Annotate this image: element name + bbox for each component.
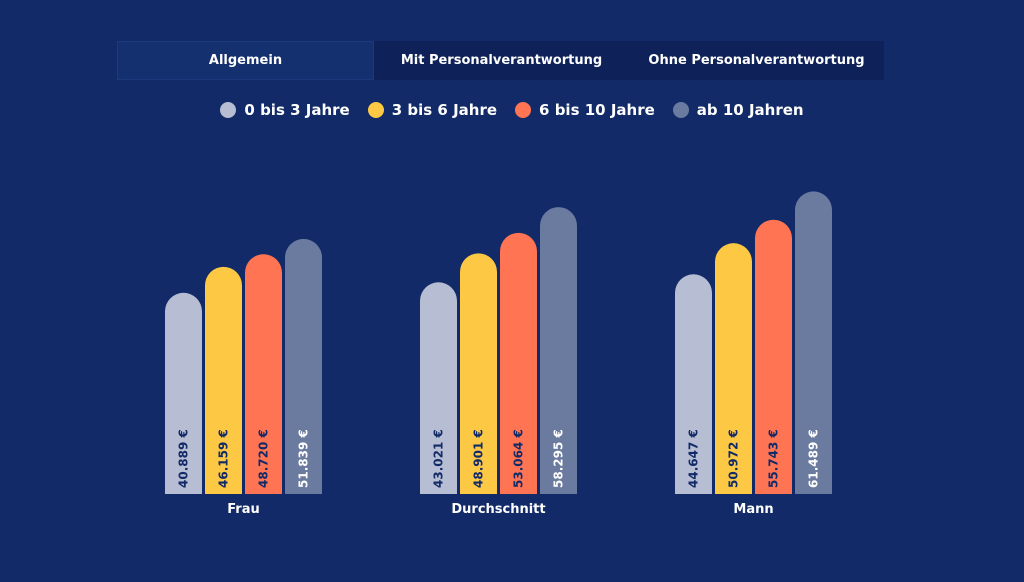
bar-durchschnitt-0[interactable] (420, 282, 457, 494)
bar-value-label: 48.901 € (472, 429, 486, 488)
category-label: Durchschnitt (451, 502, 545, 517)
bar-value-label: 61.489 € (807, 429, 821, 488)
bar-value-label: 53.064 € (512, 429, 526, 488)
tab-allgemein[interactable]: Allgemein (117, 41, 374, 80)
bar-value-label: 51.839 € (297, 429, 311, 488)
category-label: Frau (227, 502, 260, 517)
tab-bar: Allgemein Mit Personalverantwortung Ohne… (117, 41, 884, 80)
tab-mit-personalverantwortung[interactable]: Mit Personalverantwortung (374, 41, 629, 80)
legend-dot-icon (367, 102, 384, 118)
bar-frau-0[interactable] (165, 292, 202, 494)
legend-item-3-6[interactable]: 3 bis 6 Jahre (367, 99, 498, 121)
bar-mann-0[interactable] (675, 274, 712, 494)
bar-value-label: 40.889 € (177, 429, 191, 488)
chart-legend: 0 bis 3 Jahre 3 bis 6 Jahre 6 bis 10 Jah… (0, 99, 1024, 121)
bar-value-label: 55.743 € (767, 429, 781, 488)
bar-frau-1[interactable] (205, 266, 242, 494)
tab-ohne-personalverantwortung[interactable]: Ohne Personalverantwortung (629, 41, 884, 80)
legend-item-0-3[interactable]: 0 bis 3 Jahre (220, 99, 350, 121)
bar-durchschnitt-3[interactable] (540, 207, 577, 494)
legend-label: 6 bis 10 Jahre (539, 101, 655, 119)
legend-dot-icon (220, 102, 237, 118)
category-label: Mann (733, 502, 773, 517)
bar-mann-3[interactable] (795, 191, 832, 495)
legend-item-ab-10[interactable]: ab 10 Jahren (672, 99, 804, 121)
bar-value-label: 46.159 € (217, 429, 231, 488)
legend-dot-icon (515, 102, 532, 118)
legend-item-6-10[interactable]: 6 bis 10 Jahre (515, 99, 655, 121)
bar-value-label: 43.021 € (432, 429, 446, 488)
bar-value-label: 50.972 € (727, 429, 741, 488)
bar-mann-1[interactable] (715, 243, 752, 494)
legend-label: 3 bis 6 Jahre (391, 101, 498, 119)
bar-frau-2[interactable] (245, 254, 282, 494)
bar-value-label: 48.720 € (257, 429, 271, 488)
bar-durchschnitt-1[interactable] (460, 253, 497, 494)
bar-durchschnitt-2[interactable] (500, 232, 537, 495)
bar-value-label: 58.295 € (552, 429, 566, 488)
bar-value-label: 44.647 € (687, 429, 701, 488)
bar-frau-3[interactable] (285, 238, 322, 494)
legend-label: ab 10 Jahren (696, 101, 804, 119)
legend-dot-icon (672, 102, 689, 118)
legend-label: 0 bis 3 Jahre (244, 101, 350, 119)
bar-mann-2[interactable] (755, 219, 792, 495)
